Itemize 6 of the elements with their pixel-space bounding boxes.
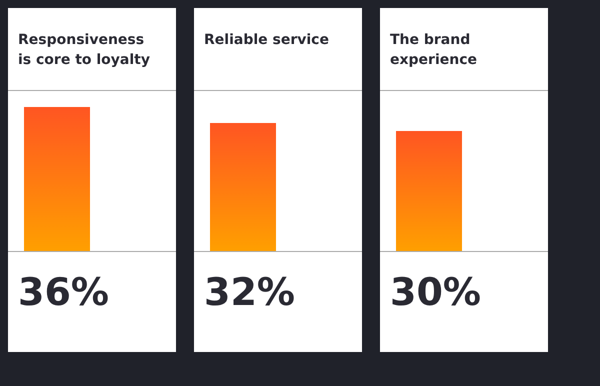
x-tick-label: Responsiveness is core to loyalty (18, 31, 151, 70)
x-tick-label: The brand experience (390, 31, 478, 70)
data-label: 32% (204, 270, 295, 314)
data-label: 30% (390, 270, 481, 314)
data-label: 36% (18, 270, 109, 314)
x-tick-label: Reliable service (204, 31, 330, 50)
